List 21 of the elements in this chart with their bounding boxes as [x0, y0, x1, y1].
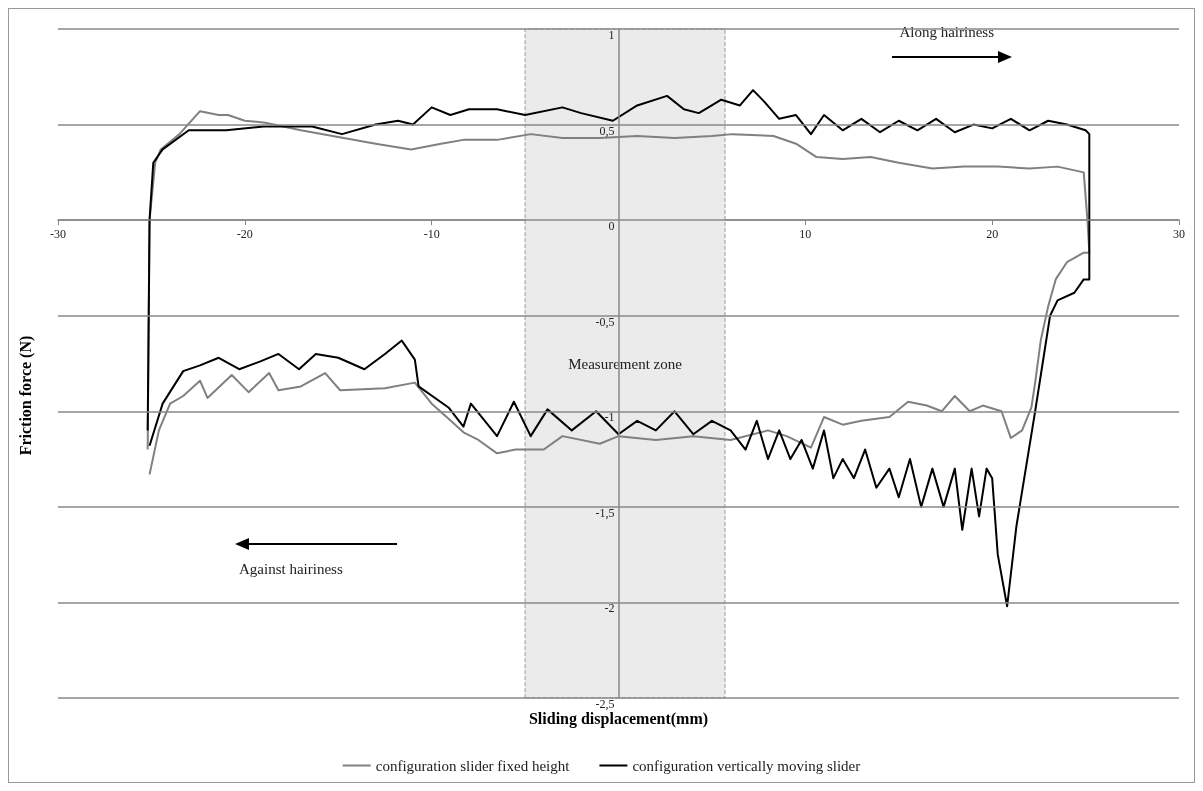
annotation: Along hairiness: [899, 23, 995, 40]
x-tick-label: 30: [1173, 227, 1185, 242]
y-axis-title: Friction force (N): [16, 335, 35, 456]
band-label: Measurement zone: [568, 355, 683, 372]
y-tick-label: -0,5: [595, 314, 615, 329]
x-tick-label: -20: [236, 227, 253, 242]
x-tick-label: 10: [799, 227, 812, 242]
y-tick-label: -1,5: [595, 505, 615, 520]
y-tick-label: -2: [604, 601, 615, 616]
legend-label: configuration slider fixed height: [375, 757, 571, 774]
y-tick-label: 0,5: [599, 123, 615, 138]
x-tick-label: -30: [50, 227, 66, 242]
x-tick-label: 20: [986, 227, 999, 242]
y-tick-label: 0: [608, 219, 615, 234]
x-axis-title: Sliding displacement(mm): [528, 709, 709, 728]
legend-label: configuration vertically moving slider: [632, 757, 861, 774]
y-tick-label: 1: [608, 28, 615, 42]
y-tick-label: -1: [604, 410, 615, 425]
x-tick-label: -10: [423, 227, 440, 242]
y-tick-label: -2,5: [595, 697, 615, 711]
annotation: Against hairiness: [239, 560, 343, 577]
